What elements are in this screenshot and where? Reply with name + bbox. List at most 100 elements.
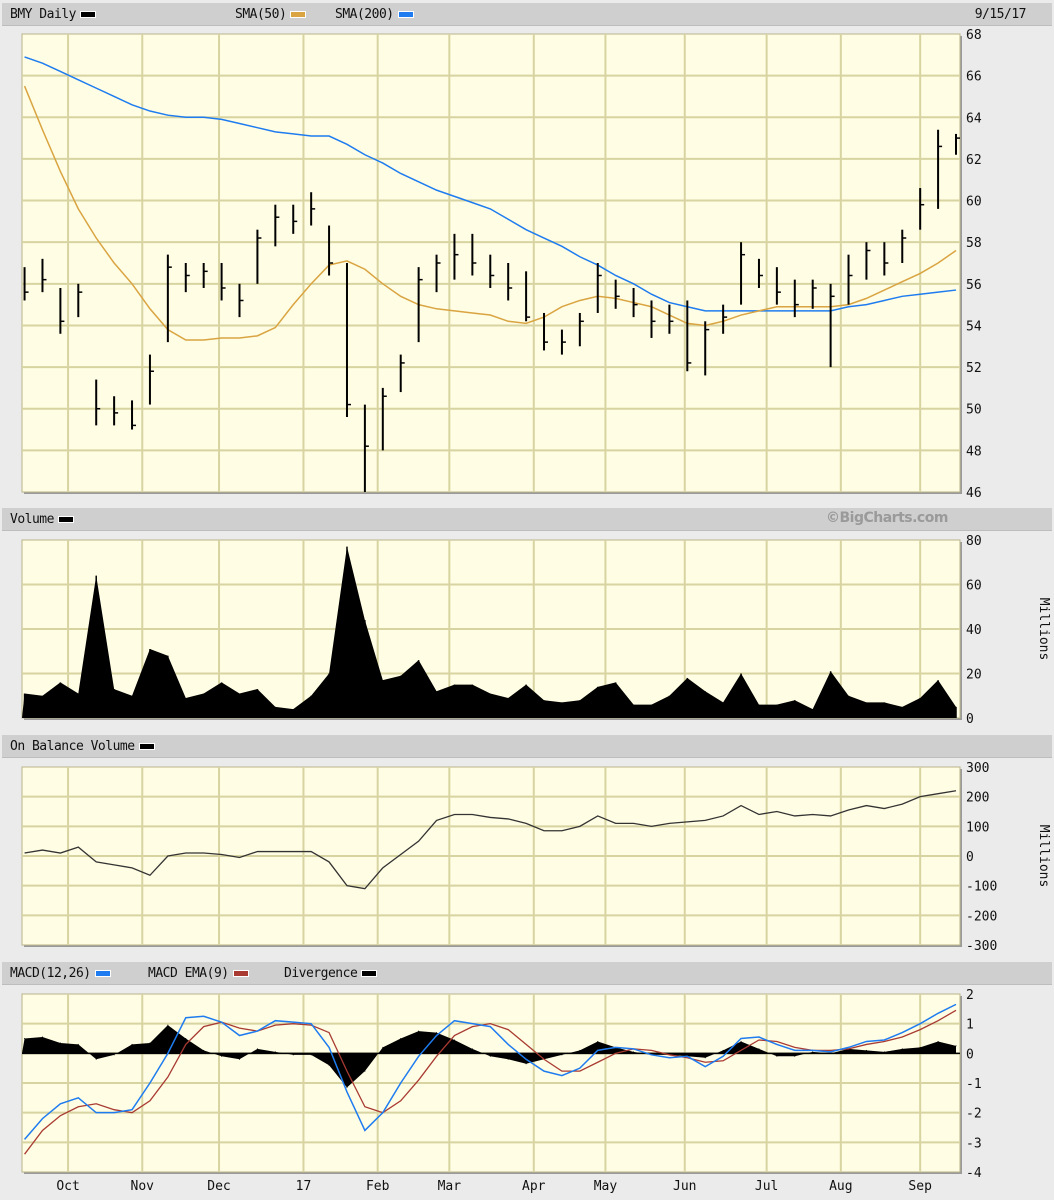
obv-y-tick-label: 100 [966, 820, 989, 835]
obv-label: On Balance Volume [10, 739, 135, 754]
price-bar [310, 192, 316, 226]
obv-axis-label: Millions [1036, 825, 1051, 888]
price-bar [328, 225, 334, 276]
obv-y-tick-label: 0 [966, 850, 974, 865]
price-bar [399, 354, 405, 393]
price-bar [238, 283, 244, 318]
divergence-point [722, 1049, 724, 1051]
divergence-label: Divergence [284, 966, 358, 981]
x-tick-label: Dec [207, 1179, 230, 1194]
x-tick-label: Jun [673, 1179, 696, 1194]
divergence-point [436, 1032, 438, 1034]
divergence-point [292, 1054, 294, 1056]
divergence-point [364, 1070, 366, 1072]
sma50-swatch-icon [290, 11, 307, 18]
macd-line [23, 1003, 957, 1140]
legend-macd-ema: MACD EMA(9) [148, 966, 249, 981]
obv-y-tick-label: -200 [966, 909, 997, 924]
price-bar [59, 287, 65, 334]
divergence-point [95, 1058, 97, 1060]
volume-area [22, 546, 956, 718]
divergence-point [525, 1063, 527, 1065]
macd-y-tick-label: 2 [966, 988, 974, 1003]
price-bar [883, 242, 889, 276]
price-swatch-icon [79, 11, 96, 18]
legend-price: BMY Daily [10, 7, 96, 22]
price-bar [274, 204, 280, 247]
price-bar [560, 329, 566, 355]
legend-obv: On Balance Volume [10, 739, 155, 754]
x-tick-label: Nov [131, 1179, 155, 1194]
price-bar [95, 379, 101, 426]
macd-y-tick-label: -2 [966, 1107, 982, 1122]
divergence-point [776, 1055, 778, 1057]
legend-sma50: SMA(50) [235, 7, 307, 22]
divergence-point [77, 1043, 79, 1045]
macd-ema-swatch-icon [232, 970, 249, 977]
price-y-tick-label: 52 [966, 361, 982, 376]
macd-y-tick-label: 0 [966, 1047, 974, 1062]
x-tick-label: Feb [366, 1179, 390, 1194]
x-tick-label: Aug [829, 1179, 852, 1194]
divergence-point [633, 1051, 635, 1053]
obv-plot-area [21, 766, 961, 946]
obv-legend-bar: On Balance Volume [2, 735, 1052, 758]
price-bar [596, 263, 602, 313]
macd-swatch-icon [94, 970, 111, 977]
price-y-tick-label: 60 [966, 195, 982, 210]
price-y-tick-label: 62 [966, 153, 982, 168]
price-plot-shadow [24, 36, 962, 494]
macd-label: MACD(12,26) [10, 966, 91, 981]
price-bar [41, 258, 47, 293]
price-bar [919, 188, 925, 230]
divergence-point [650, 1054, 652, 1056]
divergence-point [865, 1049, 867, 1051]
copyright: ©BigCharts.com [826, 510, 948, 526]
price-bar [131, 400, 137, 430]
divergence-point [740, 1040, 742, 1042]
price-y-tick-label: 68 [966, 28, 982, 43]
x-tick-label: Jul [755, 1179, 778, 1194]
divergence-point [41, 1036, 43, 1038]
sma50-line [23, 85, 957, 341]
price-bar [417, 267, 423, 343]
obv-y-tick-label: -100 [966, 880, 997, 895]
price-bar [166, 254, 172, 343]
price-y-tick-label: 50 [966, 403, 982, 418]
price-bar [525, 271, 531, 322]
price-bar [113, 396, 119, 426]
price-bar [23, 267, 29, 301]
divergence-point [59, 1042, 61, 1044]
divergence-point [203, 1049, 205, 1051]
x-tick-label: Sep [908, 1179, 932, 1194]
price-bar [865, 242, 871, 280]
price-bar [686, 300, 692, 372]
divergence-point [310, 1054, 312, 1056]
price-bar [937, 129, 943, 209]
price-bar [829, 283, 835, 368]
divergence-point [704, 1057, 706, 1059]
price-bar [220, 263, 226, 301]
obv-plot-shadow [24, 769, 962, 947]
price-legend-bar: BMY Daily SMA(50) SMA(200) 9/15/17 [2, 3, 1052, 26]
volume-y-tick-label: 60 [966, 579, 982, 594]
macd-ema-label: MACD EMA(9) [148, 966, 229, 981]
divergence-point [955, 1045, 957, 1047]
divergence-point [848, 1048, 850, 1050]
price-bar [148, 354, 154, 405]
obv-line [24, 790, 957, 890]
volume-plot-area [21, 539, 961, 719]
divergence-point [239, 1058, 241, 1060]
price-bar [489, 254, 495, 288]
divergence-area [22, 1025, 956, 1088]
macd-y-tick-label: -4 [966, 1166, 982, 1181]
volume-label: Volume [10, 512, 54, 527]
divergence-point [812, 1051, 814, 1053]
divergence-point [149, 1042, 151, 1044]
price-bar [668, 304, 674, 334]
divergence-point [221, 1055, 223, 1057]
divergence-point [328, 1064, 330, 1066]
symbol-label: BMY Daily [10, 7, 76, 22]
divergence-point [561, 1054, 563, 1056]
legend-divergence: Divergence [284, 966, 378, 981]
